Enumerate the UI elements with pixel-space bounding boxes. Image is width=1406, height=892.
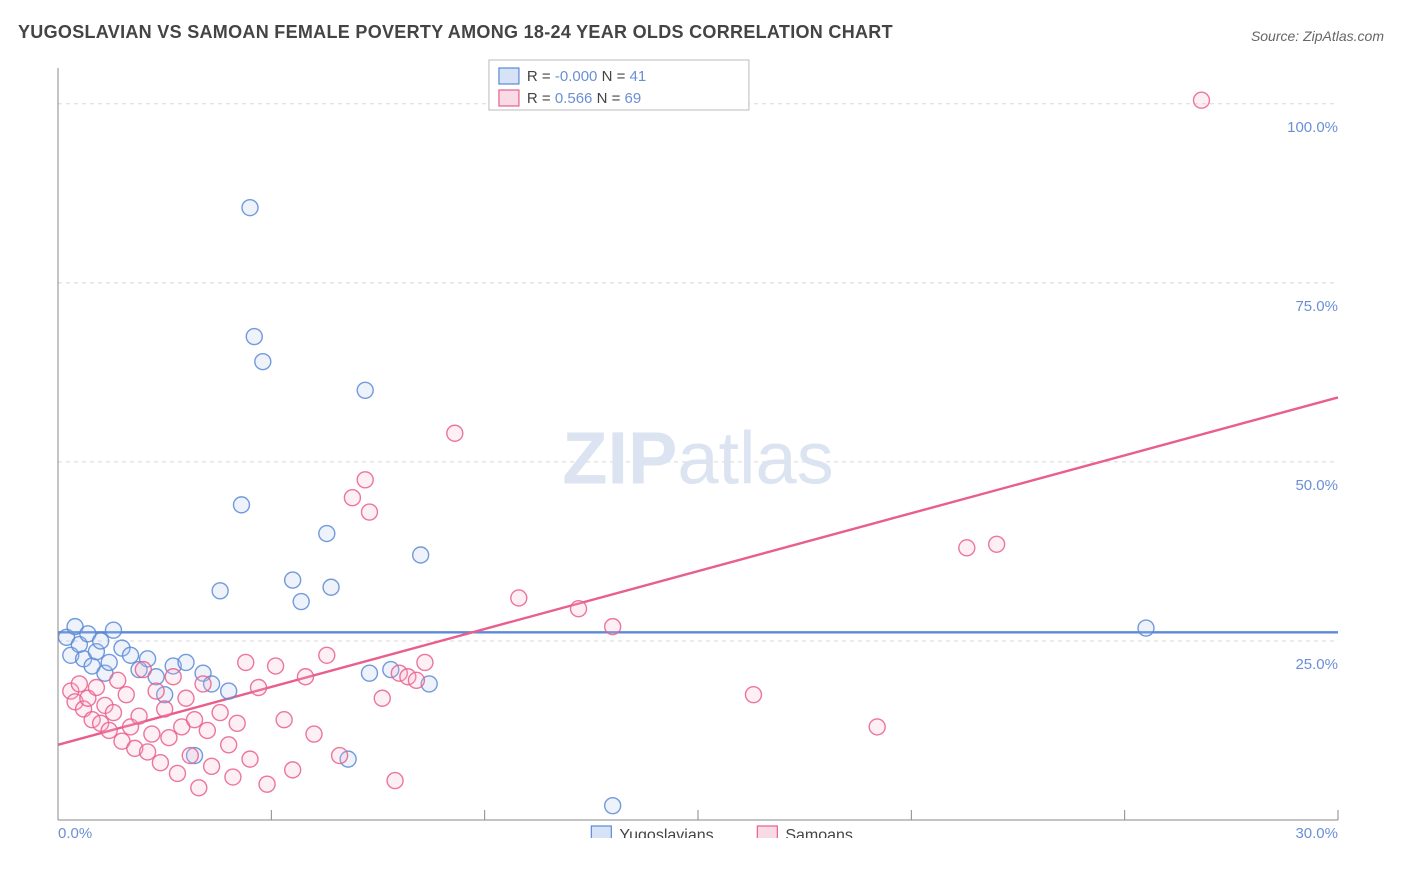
svg-text:50.0%: 50.0%: [1295, 477, 1338, 494]
svg-text:75.0%: 75.0%: [1295, 298, 1338, 315]
svg-text:Yugoslavians: Yugoslavians: [619, 827, 713, 838]
svg-text:Samoans: Samoans: [785, 827, 853, 838]
source-attribution: Source: ZipAtlas.com: [1251, 28, 1384, 44]
svg-text:R = 0.566 N = 69: R = 0.566 N = 69: [527, 90, 641, 107]
svg-text:30.0%: 30.0%: [1295, 825, 1338, 838]
svg-text:ZIPatlas: ZIPatlas: [562, 416, 833, 499]
svg-text:25.0%: 25.0%: [1295, 656, 1338, 673]
scatter-chart-svg: ZIPatlas0.0%30.0%25.0%50.0%75.0%100.0%Fe…: [48, 58, 1350, 838]
chart-title: YUGOSLAVIAN VS SAMOAN FEMALE POVERTY AMO…: [18, 22, 893, 43]
svg-text:100.0%: 100.0%: [1287, 119, 1338, 136]
svg-text:0.0%: 0.0%: [58, 825, 92, 838]
svg-text:R = -0.000 N = 41: R = -0.000 N = 41: [527, 68, 646, 85]
chart-area: ZIPatlas0.0%30.0%25.0%50.0%75.0%100.0%Fe…: [48, 58, 1350, 838]
